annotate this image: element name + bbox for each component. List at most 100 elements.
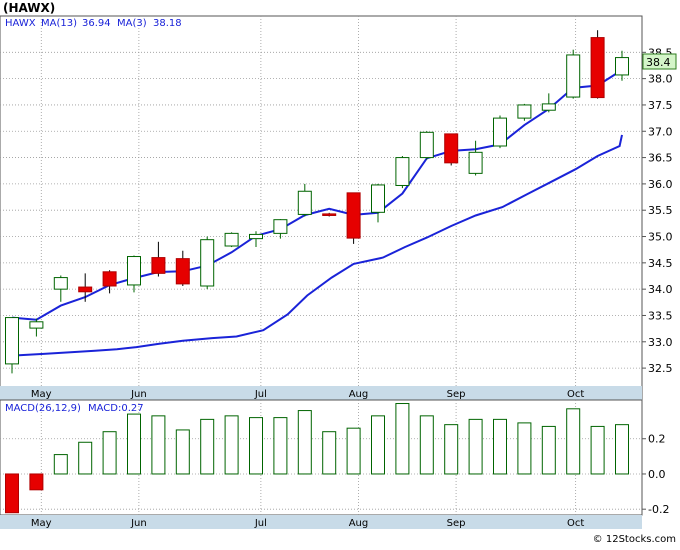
macd-bar-8 bbox=[200, 418, 215, 475]
candle-body-2 bbox=[53, 277, 68, 290]
macd-bar-7 bbox=[175, 429, 190, 475]
macd-bar-11 bbox=[273, 417, 288, 475]
last-price-label: 38.4 bbox=[646, 56, 671, 69]
macd-bar-3 bbox=[78, 441, 93, 475]
legend-symbol: HAWX bbox=[5, 18, 36, 29]
candle-body-9 bbox=[224, 232, 239, 247]
macd-x-label-oct: Oct bbox=[567, 518, 584, 529]
macd-bar-20 bbox=[493, 418, 507, 475]
candle-body-7 bbox=[175, 258, 190, 285]
candle-body-13 bbox=[322, 213, 337, 216]
macd-bar-22 bbox=[541, 425, 556, 475]
price-tick-label-10: 37.5 bbox=[648, 99, 673, 112]
price-panel-frame bbox=[0, 15, 643, 401]
macd-bar-6 bbox=[151, 415, 166, 475]
candle-8 bbox=[200, 236, 215, 290]
price-x-label-sep: Sep bbox=[447, 389, 466, 400]
candle-body-15 bbox=[371, 184, 385, 213]
price-x-label-jul: Jul bbox=[254, 389, 267, 400]
macd-bar-17 bbox=[419, 415, 434, 475]
legend-ma3-label: MA(3) bbox=[117, 18, 147, 29]
candle-body-4 bbox=[102, 271, 117, 287]
candle-11 bbox=[273, 219, 288, 239]
price-tick-label-1: 33.0 bbox=[648, 336, 673, 349]
macd-legend-value: MACD:0.27 bbox=[88, 403, 144, 414]
candle-4 bbox=[102, 270, 117, 294]
legend-ma13-label: MA(13) bbox=[41, 18, 77, 29]
candle-23 bbox=[566, 49, 581, 99]
candle-13 bbox=[322, 212, 337, 217]
candle-2 bbox=[53, 275, 68, 302]
macd-bar-9 bbox=[224, 415, 239, 475]
price-tick-label-2: 33.5 bbox=[648, 309, 673, 322]
macd-x-labels: May Jun Jul Aug Sep Oct bbox=[31, 518, 584, 529]
macd-x-label-jun: Jun bbox=[130, 518, 147, 529]
candle-25 bbox=[615, 50, 629, 81]
macd-axis-strip bbox=[0, 515, 642, 529]
candle-body-25 bbox=[615, 57, 629, 76]
macd-x-label-aug: Aug bbox=[349, 518, 369, 529]
macd-bar-16 bbox=[395, 403, 410, 475]
macd-bar-4 bbox=[102, 431, 117, 475]
candle-body-18 bbox=[444, 133, 459, 164]
macd-bars bbox=[5, 403, 629, 514]
candle-body-14 bbox=[346, 192, 361, 239]
candle-body-0 bbox=[5, 317, 19, 365]
candle-9 bbox=[224, 232, 239, 248]
macd-tick-label-2: -0.2 bbox=[648, 503, 669, 516]
candle-body-20 bbox=[493, 117, 507, 147]
price-x-label-oct: Oct bbox=[567, 389, 584, 400]
macd-bar-2 bbox=[53, 454, 68, 475]
copyright-text: © 12Stocks.com bbox=[593, 534, 676, 545]
candles bbox=[5, 30, 629, 374]
macd-bar-1 bbox=[29, 473, 44, 491]
price-x-label-jun: Jun bbox=[130, 389, 147, 400]
candle-15 bbox=[371, 183, 385, 223]
macd-bar-18 bbox=[444, 424, 459, 475]
candle-body-10 bbox=[249, 233, 263, 240]
candle-24 bbox=[590, 30, 605, 99]
candle-14 bbox=[346, 192, 361, 244]
macd-bar-24 bbox=[590, 425, 605, 475]
candle-body-12 bbox=[297, 190, 312, 215]
macd-x-label-jul: Jul bbox=[254, 518, 267, 529]
macd-bar-19 bbox=[468, 418, 483, 475]
candle-17 bbox=[419, 131, 434, 160]
macd-bar-0 bbox=[5, 473, 19, 514]
candle-7 bbox=[175, 250, 190, 286]
macd-bar-13 bbox=[322, 431, 337, 475]
price-tick-labels: 32.5 33.0 33.5 34.0 34.5 35.0 35.5 36.0 36.5 37.0… bbox=[642, 46, 673, 375]
candle-5 bbox=[127, 255, 141, 293]
price-tick-label-5: 35.0 bbox=[648, 231, 673, 244]
candle-body-8 bbox=[200, 239, 215, 287]
macd-x-label-sep: Sep bbox=[447, 518, 466, 529]
candle-10 bbox=[249, 231, 263, 248]
price-tick-label-11: 38.0 bbox=[648, 73, 673, 86]
candle-3 bbox=[78, 273, 93, 302]
candle-0 bbox=[5, 317, 19, 374]
candle-16 bbox=[395, 156, 410, 189]
candle-12 bbox=[297, 183, 312, 217]
macd-tick-label-1: 0.0 bbox=[648, 468, 666, 481]
candle-21 bbox=[517, 103, 532, 121]
macd-x-label-may: May bbox=[31, 518, 52, 529]
macd-bar-14 bbox=[346, 427, 361, 475]
candle-body-16 bbox=[395, 157, 410, 186]
candle-body-5 bbox=[127, 256, 141, 286]
macd-tick-label-0: 0.2 bbox=[648, 433, 666, 446]
macd-bar-5 bbox=[127, 413, 141, 475]
price-tick-label-4: 34.5 bbox=[648, 257, 673, 270]
candle-body-3 bbox=[78, 286, 93, 293]
chart-title: (HAWX) bbox=[3, 1, 55, 15]
candle-body-23 bbox=[566, 54, 581, 98]
candle-body-17 bbox=[419, 131, 434, 159]
candle-body-24 bbox=[590, 37, 605, 99]
candle-1 bbox=[29, 318, 44, 337]
macd-bar-10 bbox=[249, 417, 263, 475]
macd-bar-25 bbox=[615, 424, 629, 475]
candle-20 bbox=[493, 115, 507, 149]
candle-body-6 bbox=[151, 257, 166, 274]
price-x-label-aug: Aug bbox=[349, 389, 369, 400]
